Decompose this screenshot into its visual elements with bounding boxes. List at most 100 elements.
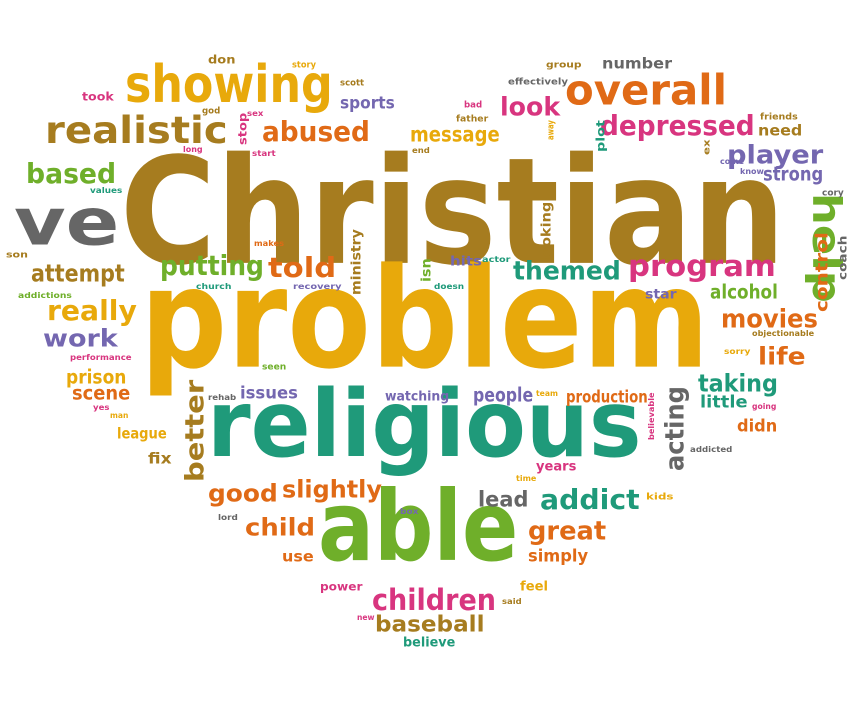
- word-putting: putting: [160, 249, 264, 282]
- word-looking: looking: [538, 201, 554, 262]
- word-better: better: [179, 379, 210, 482]
- word-kids: kids: [646, 491, 674, 502]
- word-strong: strong: [763, 163, 824, 185]
- word-believe: believe: [403, 634, 456, 650]
- word-effectively: effectively: [508, 76, 568, 87]
- word-slightly: slightly: [282, 476, 382, 505]
- word-star: star: [645, 286, 677, 302]
- word-bad: bad: [464, 99, 483, 110]
- word-lord: lord: [218, 513, 238, 522]
- word-child: child: [245, 514, 316, 543]
- word-addicted: addicted: [690, 445, 733, 454]
- word-coach: coach: [837, 235, 850, 280]
- word-church: church: [196, 282, 232, 291]
- word-isn: isn: [418, 258, 434, 282]
- word-power: power: [320, 581, 363, 594]
- word-ministry: ministry: [348, 229, 364, 295]
- word-believable: believable: [647, 392, 656, 440]
- word-realistic: realistic: [45, 108, 228, 153]
- word-long: long: [183, 145, 203, 154]
- word-look: look: [500, 91, 561, 122]
- word-ex: ex: [701, 139, 712, 155]
- word-sports: sports: [340, 93, 395, 113]
- word-team: team: [536, 389, 558, 398]
- word-hits: hits: [450, 253, 482, 269]
- word-really: really: [47, 294, 137, 327]
- word-depressed: depressed: [600, 109, 755, 142]
- word-watching: watching: [385, 388, 450, 404]
- word-program: program: [628, 249, 776, 285]
- word-work: work: [43, 325, 118, 354]
- word-acting: acting: [659, 386, 690, 471]
- word-problem: problem: [140, 238, 710, 400]
- word-themed: themed: [513, 255, 621, 286]
- word-makes: makes: [254, 239, 285, 248]
- word-abused: abused: [262, 115, 370, 148]
- word-alcohol: alcohol: [710, 281, 778, 303]
- word-religious: religious: [207, 370, 642, 479]
- word-son: son: [6, 249, 28, 260]
- word-years: years: [536, 458, 577, 474]
- word-lead: lead: [478, 488, 529, 513]
- word-performance: performance: [70, 353, 132, 362]
- word-addict: addict: [540, 483, 640, 516]
- word-league: league: [117, 425, 167, 444]
- word-addictions: addictions: [18, 291, 72, 300]
- word-don: don: [208, 54, 236, 67]
- word-message: message: [410, 123, 500, 148]
- word-feel: feel: [520, 578, 549, 594]
- word-values: values: [90, 186, 123, 195]
- word-plot: plot: [595, 120, 608, 152]
- word-box: box: [400, 507, 419, 516]
- word-simply: simply: [528, 546, 589, 566]
- word-scene: scene: [72, 382, 131, 404]
- word-baseball: baseball: [375, 611, 485, 638]
- word-didn: didn: [737, 416, 778, 436]
- word-need: need: [758, 122, 803, 141]
- word-life: life: [758, 343, 806, 372]
- word-yes: yes: [93, 403, 110, 412]
- word-doesn: doesn: [434, 282, 465, 291]
- word-come: come: [720, 157, 744, 166]
- word-group: group: [546, 59, 582, 70]
- word-end: end: [412, 146, 430, 155]
- word-recovery: recovery: [293, 282, 342, 291]
- word-scott: scott: [340, 77, 365, 88]
- word-production: production: [566, 387, 648, 407]
- word-said: said: [502, 597, 522, 606]
- word-attempt: attempt: [31, 260, 125, 289]
- word-based: based: [26, 157, 117, 190]
- word-issues: issues: [240, 383, 298, 403]
- word-time: time: [516, 474, 537, 483]
- word-actor: actor: [482, 255, 511, 264]
- word-objectionable: objectionable: [752, 329, 815, 338]
- word-going: going: [752, 402, 777, 411]
- word-took: took: [82, 91, 114, 104]
- word-new: new: [357, 613, 375, 622]
- word-ve: ve: [14, 184, 120, 260]
- word-man: man: [110, 411, 129, 420]
- word-people: people: [473, 384, 534, 406]
- word-overall: overall: [565, 66, 727, 115]
- word-start: start: [252, 149, 276, 158]
- word-great: great: [528, 515, 607, 546]
- word-god: god: [202, 105, 221, 116]
- word-showing: showing: [125, 53, 333, 114]
- word-number: number: [602, 55, 673, 74]
- word-away: away: [545, 120, 556, 140]
- word-taking: taking: [698, 370, 778, 399]
- word-movies: movies: [721, 303, 818, 334]
- word-cory: cory: [822, 187, 844, 198]
- word-seen: seen: [262, 361, 287, 372]
- word-fix: fix: [148, 450, 172, 469]
- word-story: story: [292, 59, 316, 70]
- word-player: player: [727, 139, 824, 170]
- word-use: use: [282, 548, 314, 567]
- word-little: little: [700, 392, 748, 412]
- word-prison: prison: [66, 366, 127, 388]
- word-children: children: [372, 583, 497, 619]
- word-father: father: [456, 113, 489, 124]
- word-christian: Christian: [120, 125, 786, 298]
- word-good: good: [208, 480, 278, 509]
